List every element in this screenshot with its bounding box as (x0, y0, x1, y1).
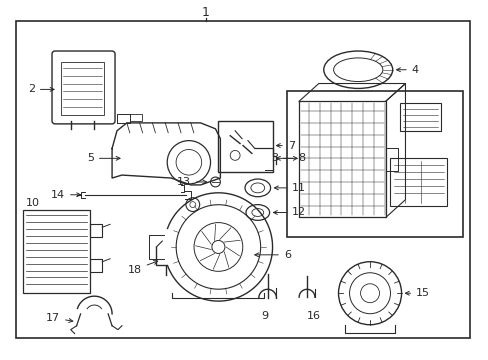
Bar (61, 62, 104, 115)
Text: 16: 16 (306, 311, 320, 321)
Text: 13: 13 (177, 177, 206, 187)
Text: 5: 5 (87, 153, 120, 163)
Text: 9: 9 (261, 311, 268, 321)
Text: 3: 3 (270, 153, 297, 163)
Circle shape (211, 240, 224, 253)
Text: 18: 18 (127, 261, 157, 275)
Text: 4: 4 (396, 65, 418, 75)
Text: 12: 12 (273, 207, 305, 217)
Bar (218, 121, 272, 172)
Text: 6: 6 (254, 250, 290, 260)
Bar (287, 91, 462, 237)
Text: 10: 10 (26, 198, 40, 208)
Text: 11: 11 (274, 183, 305, 193)
Text: 15: 15 (405, 288, 429, 298)
Text: 1: 1 (201, 6, 209, 19)
Bar (399, 103, 440, 131)
Text: 17: 17 (46, 313, 73, 323)
Bar (23, 210, 90, 293)
Text: 7: 7 (276, 140, 294, 150)
Text: 14: 14 (51, 190, 81, 200)
Text: 2: 2 (28, 84, 54, 94)
Bar (389, 158, 446, 206)
Bar (16, 21, 469, 338)
Text: 8: 8 (276, 153, 305, 163)
